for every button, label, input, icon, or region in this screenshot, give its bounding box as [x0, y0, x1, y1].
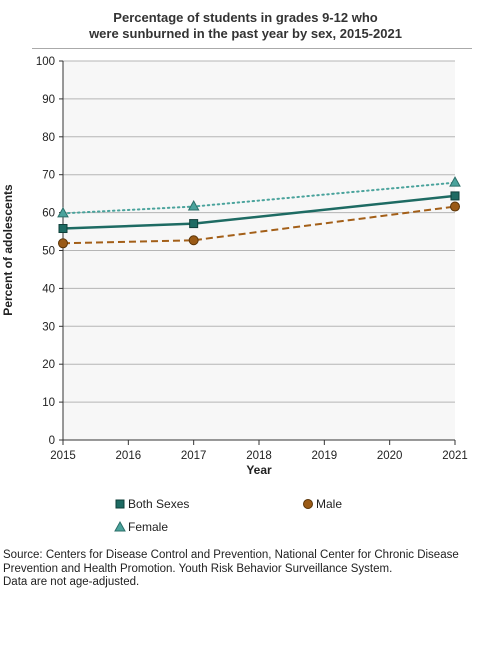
y-tick-label: 90: [42, 94, 55, 106]
source-line-1: Source: Centers for Disease Control and …: [3, 549, 459, 561]
chart-title-line-2: were sunburned in the past year by sex, …: [89, 26, 402, 41]
square-marker-icon: [115, 499, 125, 509]
title-divider: [32, 48, 472, 49]
source-line-3: Data are not age-adjusted.: [3, 576, 140, 588]
data-point-male[interactable]: [450, 201, 460, 212]
y-tick-label: 40: [42, 283, 55, 295]
data-point-female[interactable]: [187, 200, 200, 211]
x-tick-label: 2019: [312, 450, 338, 462]
y-tick-label: 0: [49, 435, 55, 447]
source-line-2: Prevention and Health Promotion. Youth R…: [3, 562, 393, 575]
y-axis-label: Percent of adolescents: [1, 184, 15, 316]
legend-label: Female: [128, 520, 169, 534]
data-point-female[interactable]: [449, 176, 461, 187]
circle-marker-icon: [303, 499, 313, 509]
x-axis-label: Year: [246, 463, 272, 477]
data-point-both-sexes[interactable]: [58, 224, 68, 234]
series-markers: [57, 176, 461, 249]
x-tick-label: 2016: [116, 450, 142, 462]
gridlines: [63, 60, 455, 403]
data-point-both-sexes[interactable]: [189, 219, 199, 229]
y-tick-label: 100: [36, 56, 55, 68]
x-tick-label: 2017: [181, 450, 207, 462]
data-point-male[interactable]: [58, 238, 68, 249]
chart-title: Percentage of students in grades 9-12 wh…: [0, 10, 491, 42]
chart-title-line-1: Percentage of students in grades 9-12 wh…: [113, 10, 378, 25]
legend-label: Male: [316, 497, 343, 511]
triangle-marker-icon: [114, 520, 126, 532]
x-axis-ticks: 2015 2016 2017 2018 2019 2020 2021: [50, 440, 468, 462]
x-tick-label: 2021: [442, 450, 468, 462]
y-tick-label: 10: [42, 397, 55, 409]
data-point-male[interactable]: [188, 235, 199, 246]
x-tick-label: 2020: [377, 450, 403, 462]
data-point-female[interactable]: [57, 206, 69, 218]
x-tick-label: 2015: [50, 450, 76, 462]
legend-label: Both Sexes: [128, 497, 190, 511]
y-tick-label: 60: [42, 208, 55, 220]
y-tick-label: 50: [42, 246, 55, 258]
y-axis-ticks: 0 10 20 30 40 50 60 70 80 90 100: [36, 56, 63, 447]
y-tick-label: 80: [42, 132, 55, 144]
source-note: Source: Centers for Disease Control and …: [3, 549, 488, 590]
x-tick-label: 2018: [246, 450, 272, 462]
data-point-both-sexes[interactable]: [450, 191, 460, 201]
y-tick-label: 30: [42, 321, 55, 333]
y-tick-label: 70: [42, 170, 55, 182]
y-tick-label: 20: [42, 359, 55, 371]
